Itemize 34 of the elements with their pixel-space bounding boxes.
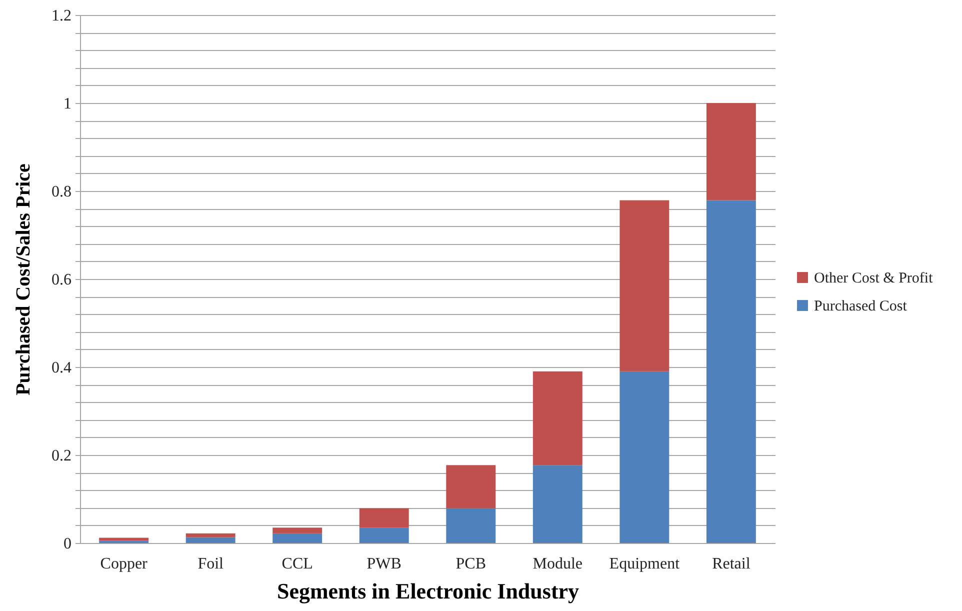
y-axis-title: Purchased Cost/Sales Price <box>12 163 34 396</box>
bar <box>272 528 322 534</box>
x-tick-label: Retail <box>712 556 751 572</box>
x-tick-label: Foil <box>198 556 224 572</box>
y-tick-label: 0.2 <box>52 448 72 464</box>
bar <box>186 537 236 543</box>
x-tick-label: PCB <box>456 556 486 572</box>
bar <box>706 200 756 543</box>
y-tick-label: 1 <box>64 96 72 112</box>
legend-label: Purchased Cost <box>814 298 908 314</box>
y-tick-label: 1.2 <box>52 8 72 24</box>
y-tick-label: 0.8 <box>52 184 72 200</box>
bar <box>706 103 756 200</box>
bar <box>359 528 409 543</box>
bar <box>532 371 582 466</box>
bar <box>446 465 496 508</box>
bar <box>99 538 149 541</box>
bar <box>359 508 409 528</box>
x-axis-title: Segments in Electronic Industry <box>276 578 580 604</box>
y-tick-label: 0.4 <box>52 360 72 376</box>
x-tick-label: Equipment <box>609 556 680 572</box>
y-tick-label: 0 <box>64 536 72 552</box>
x-tick-label: Module <box>532 556 583 572</box>
x-tick-label: CCL <box>282 556 313 572</box>
x-tick-label: Copper <box>100 556 148 572</box>
bar <box>620 371 670 543</box>
x-tick-label: PWB <box>366 556 402 572</box>
legend-label: Other Cost & Profit <box>814 270 934 286</box>
y-tick-label: 0.6 <box>52 272 72 288</box>
bar <box>446 508 496 543</box>
bar <box>532 465 582 543</box>
bar <box>272 533 322 543</box>
bar <box>620 200 670 372</box>
bar <box>186 533 236 538</box>
